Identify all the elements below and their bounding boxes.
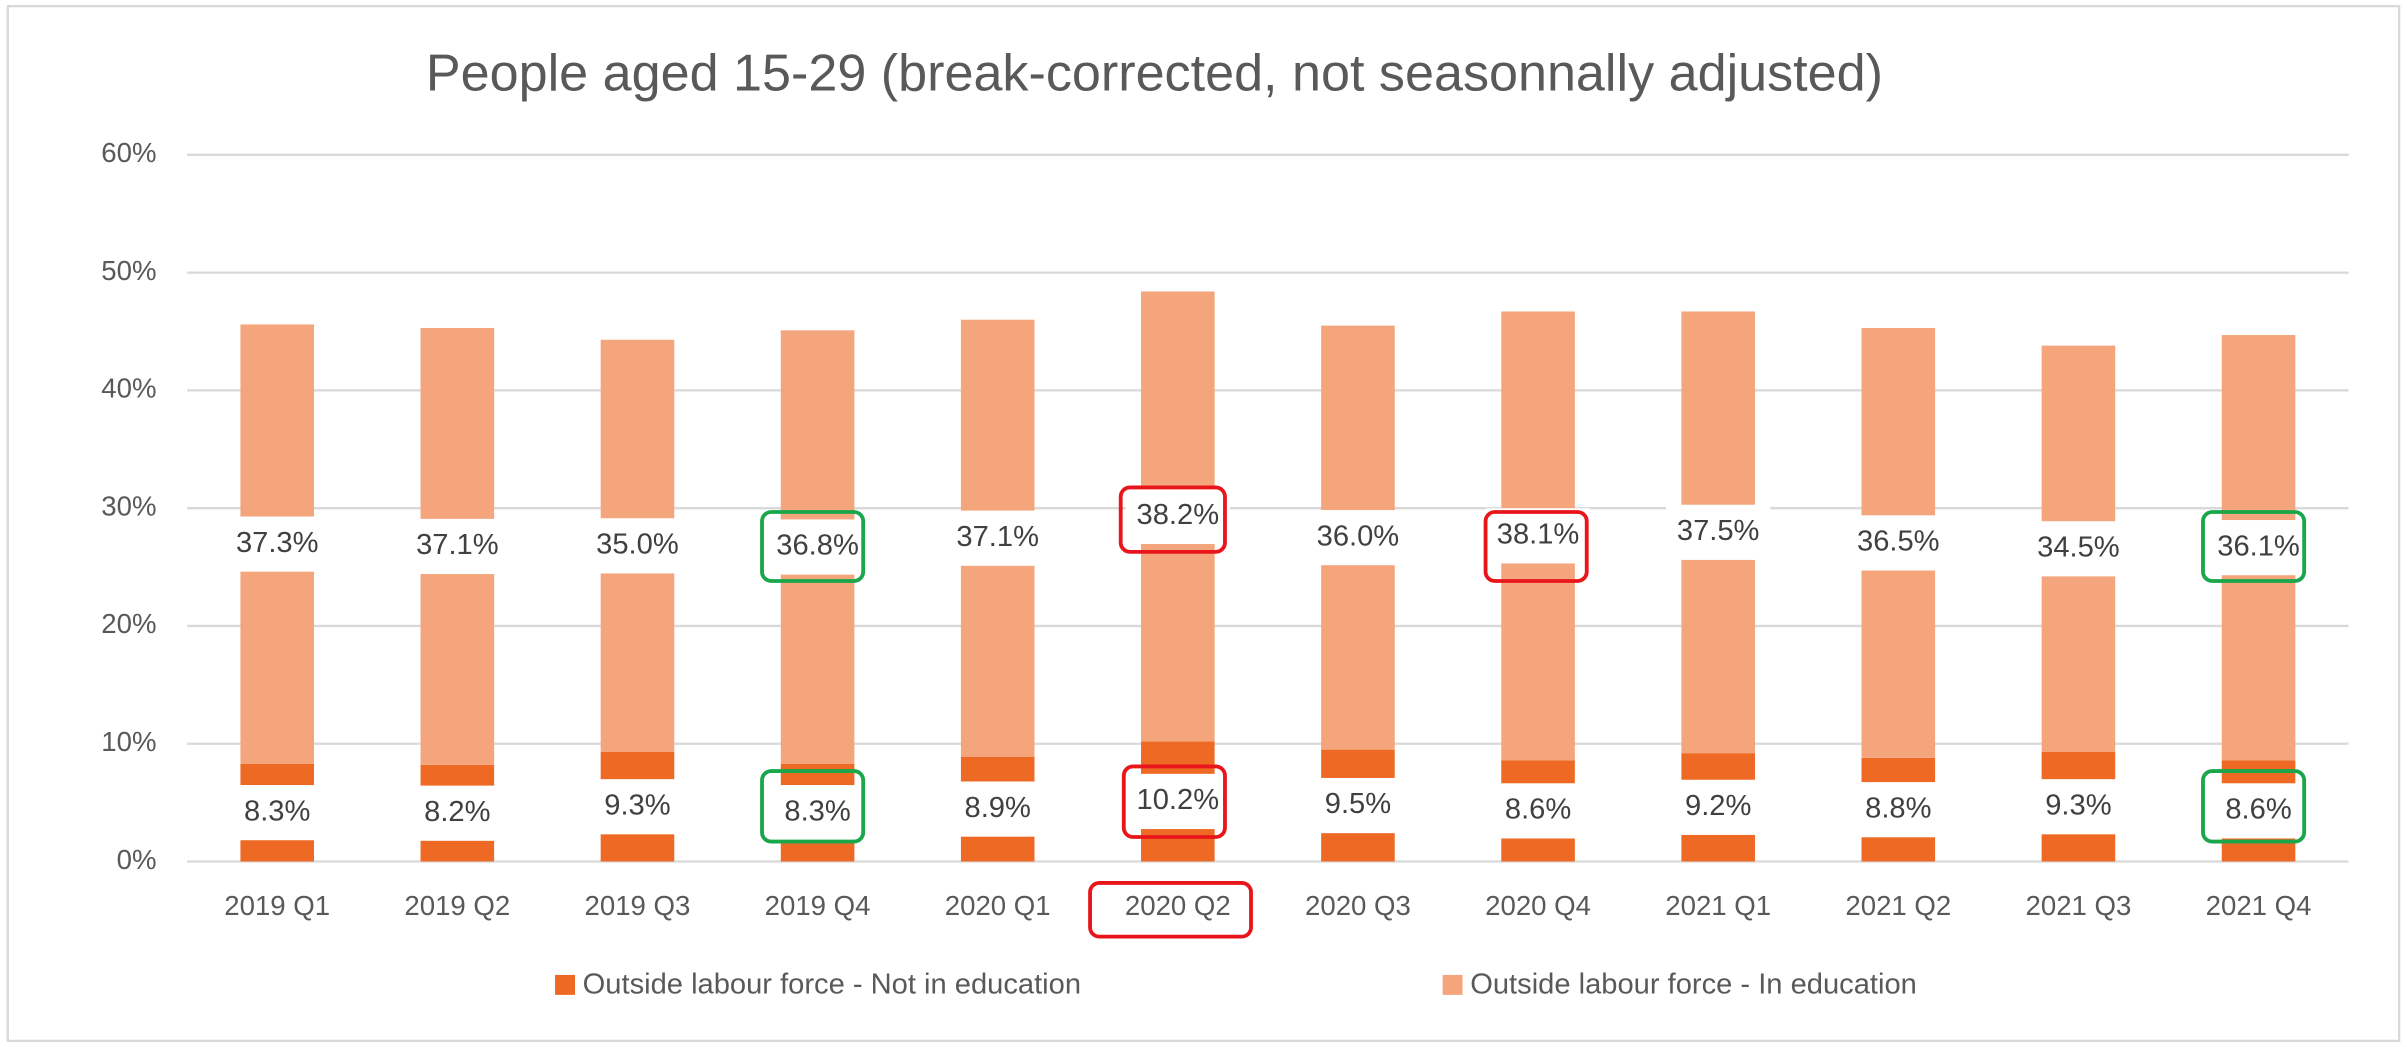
label-background	[225, 785, 330, 841]
data-label: 9.5%	[1325, 788, 1391, 820]
label-background	[2026, 779, 2131, 835]
data-label: 36.0%	[1317, 520, 1400, 552]
data-label: 8.2%	[424, 796, 490, 828]
label-background	[225, 516, 330, 572]
label-background	[1485, 783, 1591, 839]
highlight-box	[760, 769, 866, 844]
highlight-box	[1121, 764, 1227, 839]
label-background	[1846, 515, 1951, 571]
x-tick-label: 2020 Q3	[1305, 890, 1411, 921]
label-background	[1305, 510, 1411, 566]
y-tick-label: 50%	[101, 255, 156, 286]
label-background	[405, 518, 510, 575]
data-label: 35.0%	[596, 529, 679, 561]
data-label: 9.2%	[1685, 790, 1751, 822]
data-label: 36.8%	[776, 530, 859, 562]
data-label: 8.3%	[244, 795, 310, 827]
x-tick-label: 2021 Q1	[1665, 890, 1771, 921]
label-background	[1485, 508, 1591, 564]
y-tick-label: 10%	[101, 726, 156, 757]
x-tick-label: 2019 Q1	[224, 890, 330, 921]
label-background	[1125, 773, 1230, 830]
data-label: 36.5%	[1857, 526, 1940, 558]
legend-swatch	[1442, 974, 1463, 995]
legend-label: Outside labour force - Not in education	[583, 968, 1081, 1000]
x-tick-label: 2020 Q4	[1485, 890, 1591, 921]
label-background	[1666, 779, 1771, 835]
label-background	[585, 518, 690, 574]
y-tick-label: 40%	[101, 373, 156, 404]
x-tick-label: 2020 Q1	[945, 890, 1051, 921]
label-background	[2026, 521, 2131, 577]
label-background	[1846, 782, 1951, 838]
x-tick-label: 2021 Q4	[2206, 890, 2312, 921]
label-background	[1305, 777, 1411, 834]
data-label: 9.3%	[2045, 789, 2111, 821]
label-background	[945, 781, 1050, 837]
label-background	[1125, 488, 1230, 545]
data-label: 37.1%	[956, 521, 1039, 553]
label-background	[1666, 504, 1771, 560]
highlight-box	[1088, 881, 1253, 939]
plot-area: 0% 10% 20% 30% 40% 50% 60% 2019 Q1 2019 Q2 2019 Q…	[101, 137, 2349, 1000]
label-background	[765, 519, 870, 575]
highlight-box	[760, 510, 866, 583]
x-tick-label: 2019 Q4	[765, 890, 871, 921]
legend-swatch	[555, 974, 575, 995]
highlight-box	[2201, 769, 2307, 844]
label-background	[585, 779, 690, 835]
x-tick-label: 2021 Q3	[2026, 890, 2132, 921]
label-background	[2206, 783, 2311, 839]
data-label: 36.1%	[2217, 530, 2300, 562]
data-label: 37.3%	[236, 527, 319, 559]
data-label: 8.6%	[1505, 794, 1571, 826]
data-label: 10.2%	[1137, 784, 1220, 816]
annotations	[760, 485, 2307, 939]
x-tick-label: 2019 Q2	[404, 890, 510, 921]
highlight-box	[1483, 510, 1589, 583]
data-label: 34.5%	[2037, 531, 2120, 563]
highlight-box	[1118, 485, 1227, 554]
data-label: 8.6%	[2225, 794, 2291, 826]
label-background	[945, 510, 1050, 566]
data-label: 8.8%	[1865, 792, 1931, 824]
y-tick-label: 20%	[101, 608, 156, 639]
chart-title: People aged 15-29 (break-corrected, not …	[426, 44, 1883, 102]
x-tick-label: 2021 Q2	[1845, 890, 1951, 921]
y-tick-label: 0%	[117, 844, 157, 875]
label-background	[765, 785, 870, 841]
x-tick-label: 2019 Q3	[585, 890, 691, 921]
data-label: 37.5%	[1677, 515, 1760, 547]
data-label: 9.3%	[604, 789, 670, 821]
y-tick-label: 30%	[101, 490, 156, 521]
data-label: 37.1%	[416, 529, 499, 561]
legend-label: Outside labour force - In education	[1470, 968, 1917, 1000]
x-tick-label: 2020 Q2	[1125, 890, 1231, 921]
data-label: 8.3%	[784, 795, 850, 827]
label-background	[405, 785, 510, 841]
highlight-box	[2201, 510, 2307, 583]
y-tick-label: 60%	[101, 137, 156, 168]
data-label: 38.2%	[1137, 499, 1220, 531]
label-background	[2206, 520, 2311, 576]
data-label: 8.9%	[965, 792, 1031, 824]
data-label: 38.1%	[1497, 519, 1580, 551]
